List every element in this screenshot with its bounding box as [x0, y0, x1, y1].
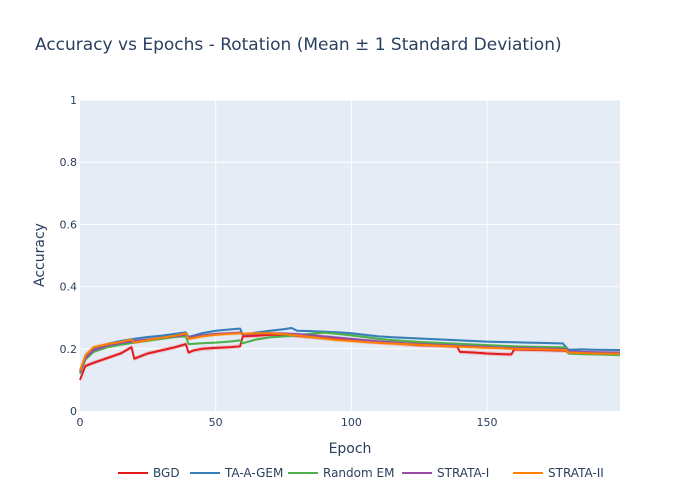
y-tick-label: 0.6: [60, 218, 78, 231]
x-axis-label: Epoch: [329, 441, 372, 457]
legend-label-ta-a-gem: TA-A-GEM: [224, 466, 283, 480]
y-tick-label: 1: [70, 94, 77, 107]
legend[interactable]: BGD TA-A-GEM Random EM STRATA-I STRATA-II: [118, 466, 604, 480]
legend-label-strata-i: STRATA-I: [437, 466, 489, 480]
y-tick-label: 0.8: [60, 156, 78, 169]
x-tick-label: 100: [341, 416, 362, 429]
legend-label-bgd: BGD: [153, 466, 180, 480]
legend-label-random-em: Random EM: [323, 466, 394, 480]
chart-title: Accuracy vs Epochs - Rotation (Mean ± 1 …: [35, 35, 562, 55]
y-tick-label: 0.2: [60, 343, 78, 356]
legend-label-strata-ii: STRATA-II: [548, 466, 604, 480]
y-axis-label: Accuracy: [32, 223, 48, 287]
y-tick-label: 0.4: [60, 281, 78, 294]
x-tick-label: 0: [77, 416, 84, 429]
y-tick-label: 0: [70, 405, 77, 418]
x-tick-label: 150: [477, 416, 498, 429]
x-axis-ticks: 0 50 100 150: [77, 416, 498, 429]
y-axis-ticks: 0 0.2 0.4 0.6 0.8 1: [60, 94, 78, 418]
plot-area: [80, 100, 620, 411]
series-lines: [79, 326, 621, 381]
series-line-strata-ii: [79, 332, 621, 371]
x-tick-label: 50: [209, 416, 223, 429]
